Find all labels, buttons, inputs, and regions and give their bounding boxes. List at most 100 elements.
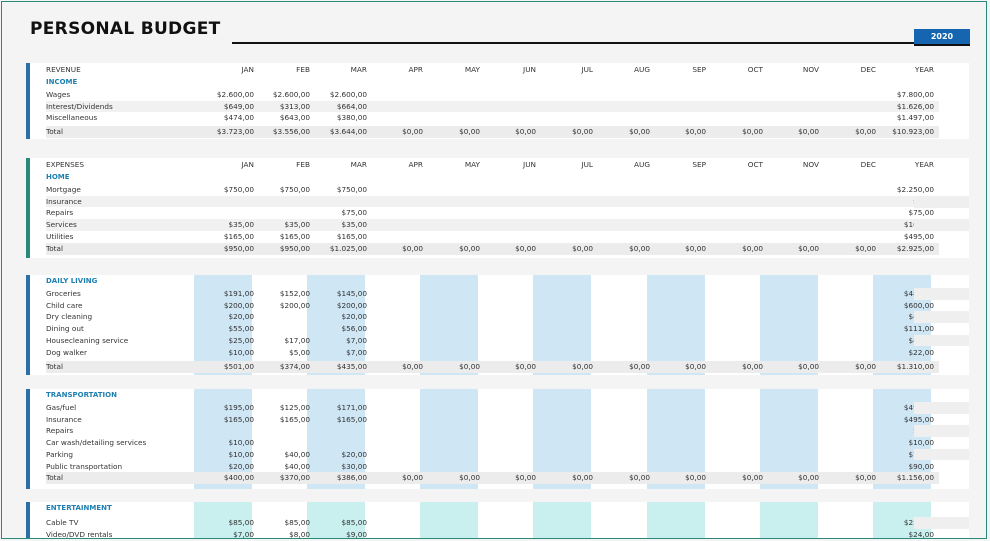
transportation-row-cell-2[interactable]: $20,00	[341, 449, 367, 459]
transportation-row-label[interactable]: Insurance	[46, 414, 82, 424]
daily-living-total-row-cell-8[interactable]: $0,00	[685, 362, 706, 371]
revenue-total-row-cell-11[interactable]: $0,00	[855, 127, 876, 136]
expense-row-cell-5[interactable]	[480, 207, 536, 219]
expense-row-cell-6[interactable]	[537, 207, 593, 219]
expense-row-cell-5[interactable]	[480, 196, 536, 208]
expense-row-cell-1[interactable]	[254, 196, 310, 208]
transportation-row-cell-10[interactable]	[763, 414, 819, 426]
transportation-row-cell-1[interactable]: $125,00	[279, 403, 310, 412]
daily-living-subheader-label[interactable]: DAILY LIVING	[46, 277, 98, 285]
revenue-total-row-cell-6[interactable]: $0,00	[572, 127, 593, 136]
expense-row-cell-9[interactable]	[707, 219, 763, 231]
revenue-row-cell-12[interactable]: $7.800,00	[896, 90, 934, 99]
daily-living-row-cell-9[interactable]	[707, 288, 763, 300]
expense-row-cell-10[interactable]	[763, 184, 819, 196]
transportation-row-cell-12[interactable]: $90,00	[908, 461, 934, 471]
revenue-total-row-cell-0[interactable]: $3.723,00	[216, 127, 254, 136]
daily-living-row-cell-5[interactable]	[480, 335, 536, 347]
daily-living-row-cell-3[interactable]	[367, 288, 423, 300]
expense-row-cell-5[interactable]	[480, 231, 536, 243]
transportation-total-row-cell-5[interactable]: $0,00	[515, 473, 536, 482]
transportation-row-cell-7[interactable]	[594, 402, 650, 414]
expense-row-label[interactable]: Services	[46, 220, 77, 230]
expense-row-cell-11[interactable]	[820, 184, 876, 196]
expense-row-cell-2[interactable]: $750,00	[336, 185, 367, 194]
expense-row-cell-0[interactable]: $35,00	[228, 220, 254, 230]
revenue-row-cell-8[interactable]	[650, 101, 706, 113]
expenses-total-row-label[interactable]: Total	[46, 244, 64, 253]
daily-living-total-row-cell-2[interactable]: $435,00	[336, 362, 367, 371]
daily-living-total-row-cell-10[interactable]: $0,00	[798, 362, 819, 371]
expense-row-label[interactable]: Insurance	[46, 196, 82, 206]
daily-living-row-cell-12[interactable]: $600,00	[903, 300, 934, 310]
expense-row-cell-10[interactable]	[763, 196, 819, 208]
daily-living-row-cell-7[interactable]	[594, 311, 650, 323]
expense-row-cell-8[interactable]	[650, 184, 706, 196]
expenses-total-row-cell-7[interactable]: $0,00	[629, 244, 650, 253]
daily-living-row-cell-7[interactable]	[594, 335, 650, 347]
expense-row-cell-8[interactable]	[650, 207, 706, 219]
entertainment-row-cell-4[interactable]	[424, 517, 480, 529]
expense-row-cell-0[interactable]	[198, 196, 254, 208]
expense-row-cell-3[interactable]	[367, 219, 423, 231]
entertainment-subheader-label[interactable]: ENTERTAINMENT	[46, 504, 112, 512]
expense-row-label[interactable]: Repairs	[46, 208, 74, 218]
daily-living-row-cell-7[interactable]	[594, 347, 650, 359]
daily-living-total-row-cell-1[interactable]: $374,00	[279, 362, 310, 371]
daily-living-row-cell-2[interactable]: $20,00	[341, 312, 367, 322]
daily-living-row-label[interactable]: Dog walker	[46, 347, 87, 357]
expense-row-cell-4[interactable]	[424, 196, 480, 208]
daily-living-row-cell-9[interactable]	[707, 300, 763, 312]
daily-living-row-cell-1[interactable]: $17,00	[284, 335, 310, 345]
entertainment-row-cell-6[interactable]	[537, 529, 593, 538]
expense-row-cell-2[interactable]: $165,00	[336, 231, 367, 241]
daily-living-total-row-cell-3[interactable]: $0,00	[402, 362, 423, 371]
transportation-row-cell-8[interactable]	[650, 414, 706, 426]
expense-row-cell-11[interactable]	[820, 219, 876, 231]
transportation-total-row-cell-7[interactable]: $0,00	[629, 473, 650, 482]
transportation-row-cell-7[interactable]	[594, 449, 650, 461]
transportation-total-row-cell-0[interactable]: $400,00	[223, 473, 254, 482]
transportation-row-cell-8[interactable]	[650, 402, 706, 414]
expense-row-cell-8[interactable]	[650, 196, 706, 208]
expense-row-cell-4[interactable]	[424, 219, 480, 231]
daily-living-row-cell-8[interactable]	[650, 335, 706, 347]
daily-living-row-cell-6[interactable]	[537, 335, 593, 347]
expense-row-cell-0[interactable]	[198, 207, 254, 219]
expenses-total-row-cell-12[interactable]: $2.925,00	[896, 244, 934, 253]
daily-living-row-cell-5[interactable]	[480, 323, 536, 335]
transportation-total-row-cell-3[interactable]: $0,00	[402, 473, 423, 482]
transportation-row-cell-11[interactable]	[820, 449, 876, 461]
entertainment-row-cell-1[interactable]: $8,00	[289, 529, 310, 539]
daily-living-total-row-cell-4[interactable]: $0,00	[459, 362, 480, 371]
transportation-row-cell-10[interactable]	[763, 437, 819, 449]
transportation-row-cell-7[interactable]	[594, 437, 650, 449]
transportation-row-cell-10[interactable]	[763, 402, 819, 414]
transportation-total-row-cell-4[interactable]: $0,00	[459, 473, 480, 482]
transportation-row-cell-0[interactable]: $20,00	[228, 461, 254, 471]
transportation-row-cell-5[interactable]	[480, 425, 536, 437]
daily-living-row-cell-8[interactable]	[650, 288, 706, 300]
transportation-row-cell-3[interactable]	[367, 402, 423, 414]
transportation-row-cell-0[interactable]	[198, 425, 254, 437]
expense-row-cell-3[interactable]	[367, 207, 423, 219]
expense-row-cell-10[interactable]	[763, 219, 819, 231]
transportation-row-cell-11[interactable]	[820, 437, 876, 449]
daily-living-row-cell-11[interactable]	[820, 347, 876, 359]
daily-living-row-cell-10[interactable]	[763, 311, 819, 323]
revenue-total-row-cell-9[interactable]: $0,00	[742, 127, 763, 136]
entertainment-row-cell-11[interactable]	[820, 517, 876, 529]
daily-living-row-cell-1[interactable]	[254, 323, 310, 335]
daily-living-row-cell-1[interactable]: $152,00	[279, 289, 310, 298]
revenue-total-row-cell-7[interactable]: $0,00	[629, 127, 650, 136]
transportation-row-cell-8[interactable]	[650, 461, 706, 473]
daily-living-row-cell-5[interactable]	[480, 300, 536, 312]
transportation-row-cell-4[interactable]	[424, 461, 480, 473]
daily-living-row-label[interactable]: Housecleaning service	[46, 335, 129, 345]
daily-living-row-cell-9[interactable]	[707, 311, 763, 323]
entertainment-row-cell-9[interactable]	[707, 517, 763, 529]
transportation-row-cell-8[interactable]	[650, 425, 706, 437]
entertainment-row-cell-7[interactable]	[594, 517, 650, 529]
expense-row-label[interactable]: Mortgage	[46, 185, 81, 194]
transportation-row-cell-6[interactable]	[537, 437, 593, 449]
